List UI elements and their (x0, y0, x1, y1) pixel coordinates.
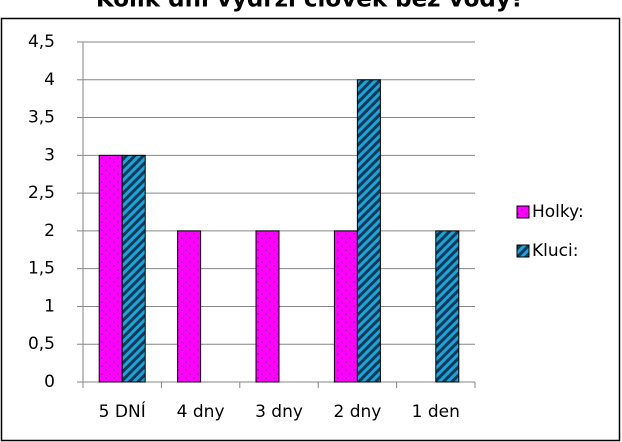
y-tick-label: 4,5 (28, 32, 55, 52)
x-tick-label: 3 dny (255, 402, 303, 422)
bar (435, 230, 460, 383)
y-tick-label: 0 (44, 372, 55, 392)
chart-border (0, 17, 621, 442)
y-tick-label: 1,5 (28, 259, 55, 279)
bar (255, 230, 280, 383)
bar (177, 230, 202, 383)
x-tick-label: 4 dny (177, 402, 225, 422)
legend-label: Kluci: (532, 241, 578, 261)
y-tick-label: 0,5 (28, 334, 55, 354)
y-tick-label: 3 (44, 145, 55, 165)
bar (121, 154, 146, 383)
x-tick-label: 5 DNÍ (99, 400, 146, 422)
x-tick-label: 2 dny (333, 402, 381, 422)
legend-swatch (516, 244, 530, 258)
bar (98, 154, 123, 383)
x-tick-label: 1 den (412, 402, 460, 422)
bar (356, 79, 381, 383)
y-tick-label: 2,5 (28, 183, 55, 203)
legend-swatch (516, 205, 530, 219)
legend-label: Holky: (532, 202, 584, 222)
y-tick-label: 1 (44, 296, 55, 316)
bar (333, 230, 358, 383)
chart-title: Kolik dní vydrží člověk bez vody? (96, 0, 524, 13)
y-tick-label: 2 (44, 221, 55, 241)
y-tick-label: 3,5 (28, 108, 55, 128)
y-tick-label: 4 (44, 70, 55, 90)
